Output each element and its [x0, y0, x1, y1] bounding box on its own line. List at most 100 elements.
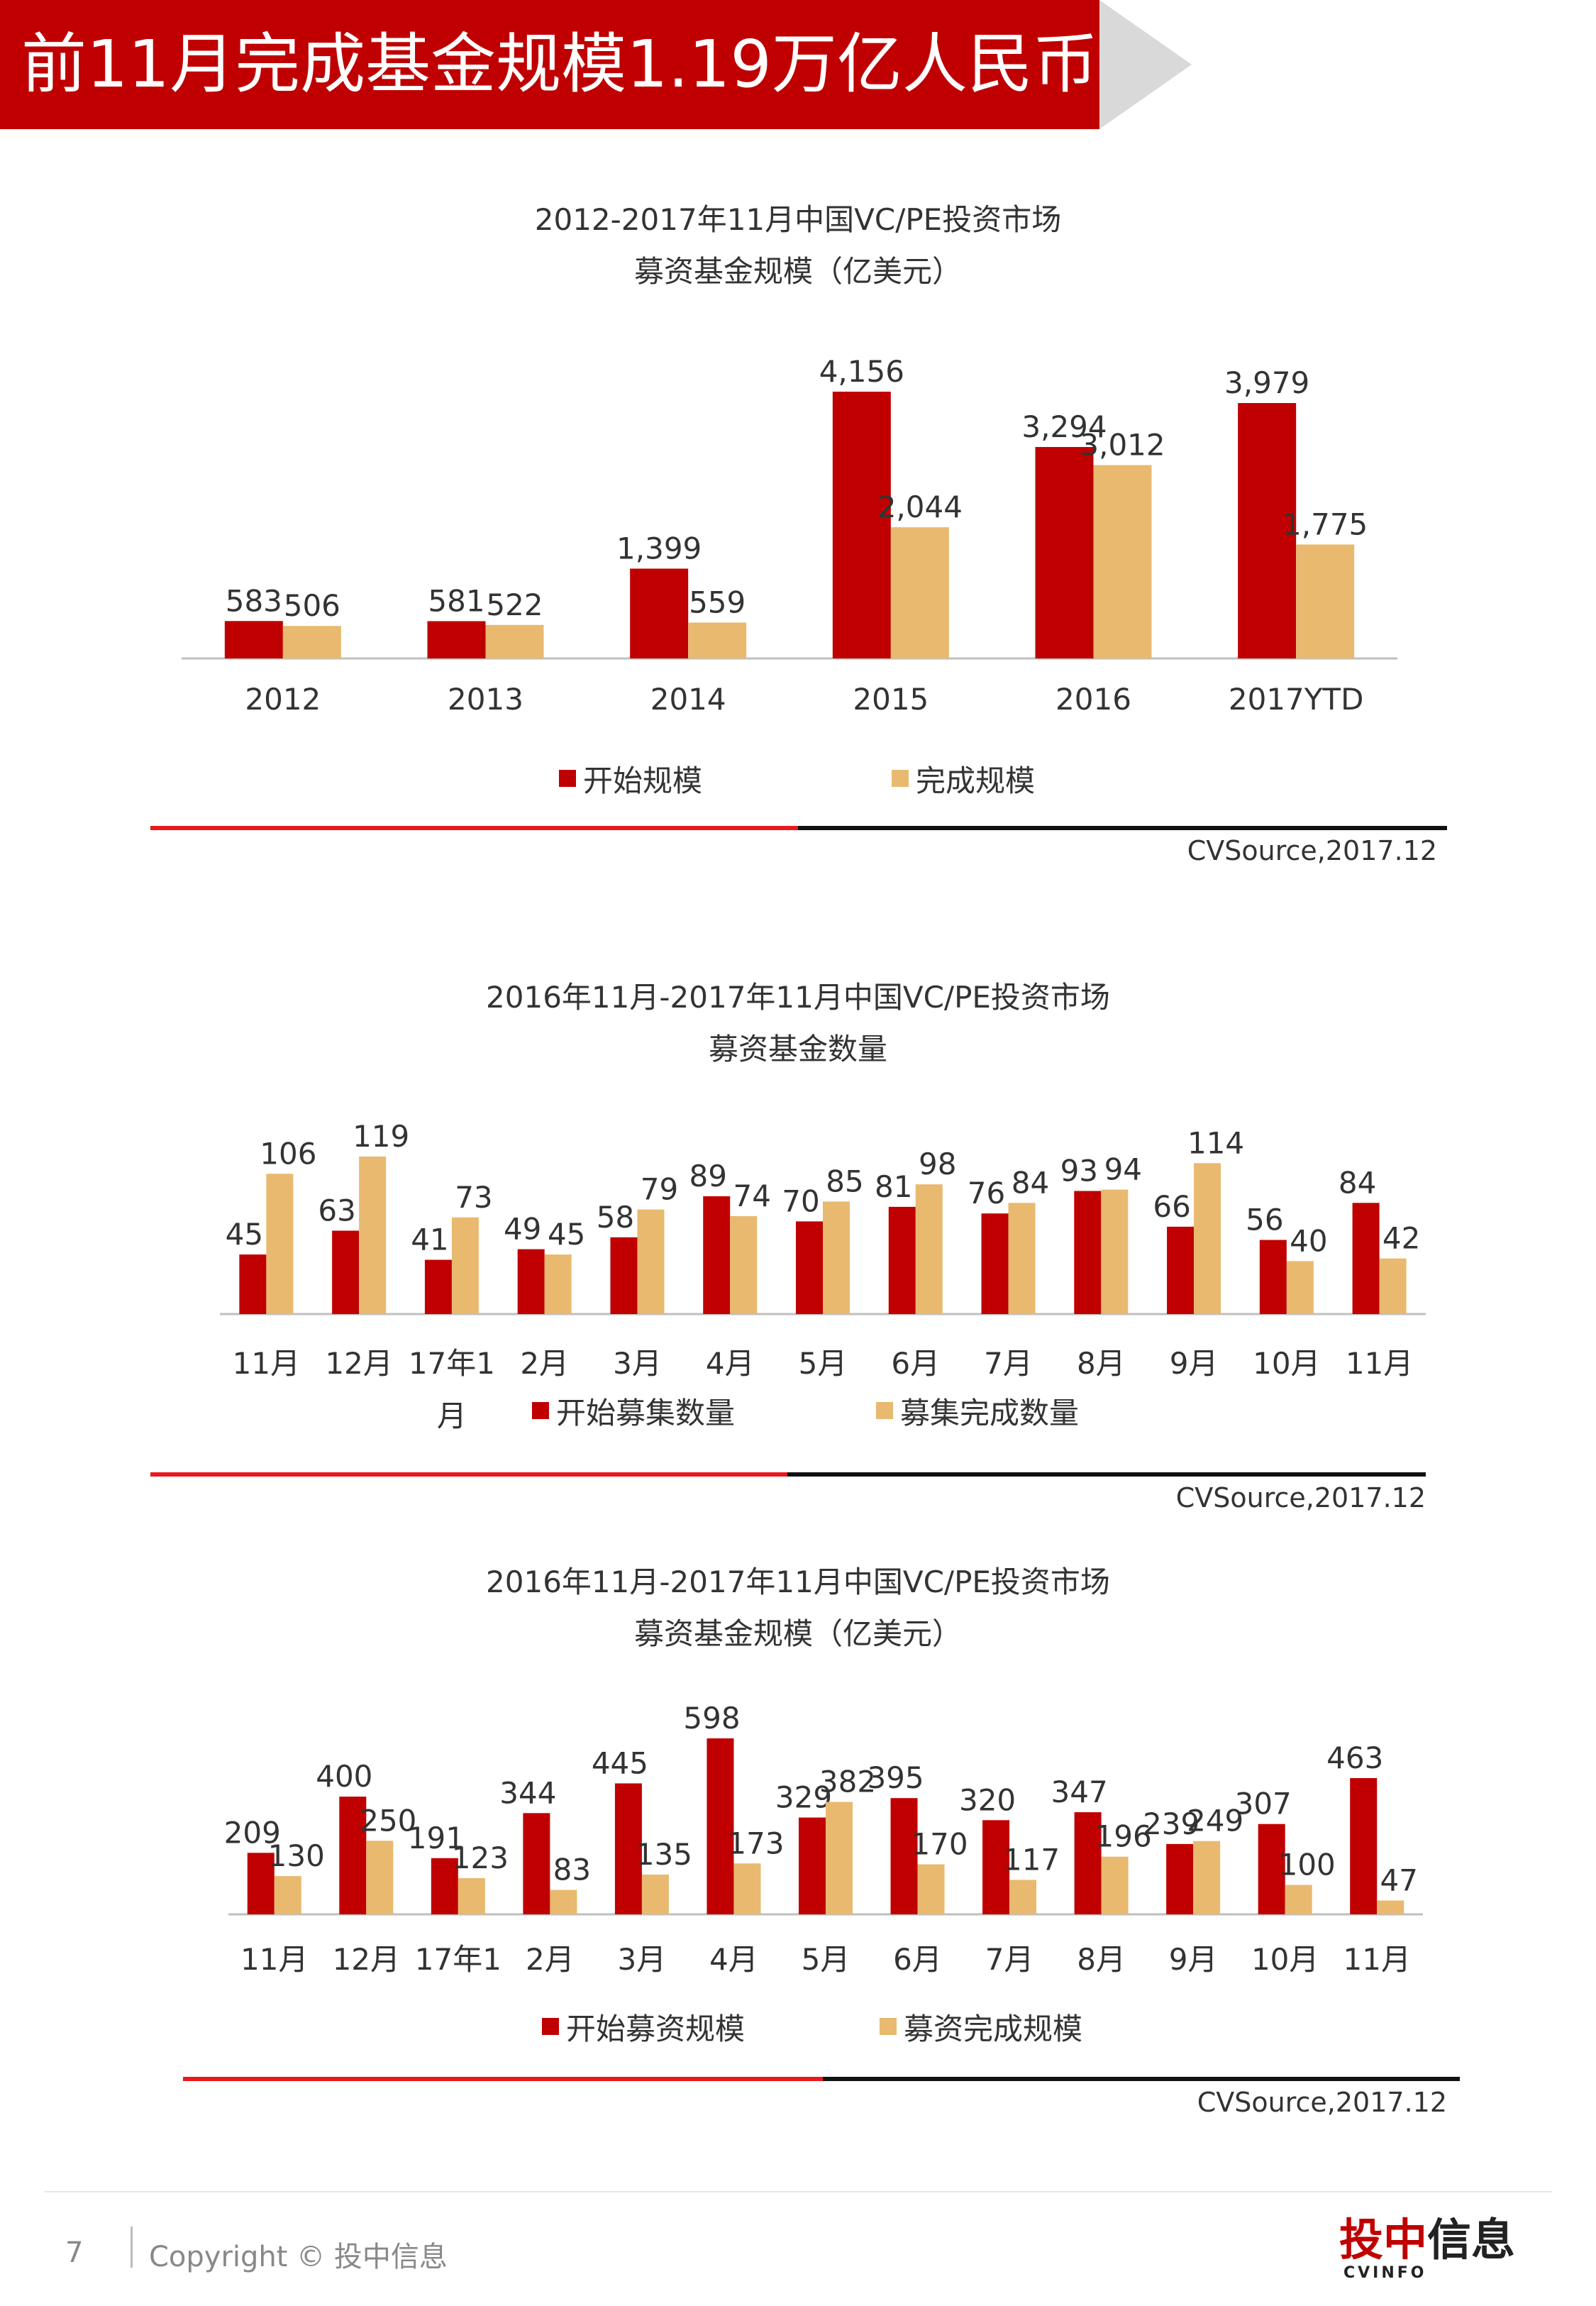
bar-series1: [332, 1230, 360, 1314]
bar-series1: [706, 1738, 734, 1914]
logo-subtext: CVINFO: [1343, 2264, 1427, 2282]
bar-series2: [733, 1863, 761, 1914]
legend-label: 开始募集数量: [556, 1396, 735, 1430]
category-label: 7月: [985, 1942, 1034, 1977]
data-label: 135: [636, 1837, 692, 1872]
data-label: 49: [504, 1212, 541, 1247]
data-label: 1,775: [1282, 507, 1368, 541]
bar-series2: [485, 624, 544, 658]
data-label: 56: [1246, 1203, 1283, 1237]
data-label: 4,156: [819, 354, 904, 389]
bar-series2: [1008, 1203, 1036, 1314]
bar-series1: [1258, 1824, 1285, 1914]
bar-series2: [451, 1217, 479, 1314]
bar-series2: [1101, 1856, 1129, 1914]
category-label: 2012: [245, 682, 321, 717]
bar-series2: [544, 1254, 572, 1314]
banner-arrow-icon: [1099, 0, 1192, 129]
bar-series1: [1259, 1240, 1287, 1314]
bar-series2: [1194, 1163, 1221, 1314]
bar-series2: [1009, 1880, 1037, 1914]
category-label: 7月: [984, 1346, 1033, 1381]
legend-swatch: [559, 770, 576, 787]
data-label: 3,979: [1224, 365, 1309, 400]
data-label: 119: [353, 1119, 409, 1154]
bar-series2: [641, 1875, 669, 1914]
legend-label: 完成规模: [916, 763, 1035, 798]
category-label: 2月: [526, 1942, 575, 1977]
category-label: 11月: [233, 1346, 300, 1381]
legend-swatch: [880, 2018, 897, 2035]
source-label: CVSource,2017.12: [1176, 1482, 1426, 1513]
category-label: 11月: [1346, 1346, 1413, 1381]
data-label: 114: [1187, 1125, 1244, 1160]
chart1-svg: 583 506 2012 581 522 2013 1,399 559 2014 4,156 2,0…: [150, 354, 1447, 866]
page-number: 7: [65, 2236, 84, 2269]
data-label: 506: [284, 588, 340, 623]
bar-series1: [890, 1798, 918, 1914]
data-label: 581: [428, 583, 484, 618]
data-label: 47: [1380, 1863, 1418, 1898]
legend-label: 募资完成规模: [904, 2012, 1082, 2046]
data-label: 382: [819, 1765, 876, 1799]
source-label: CVSource,2017.12: [1197, 2087, 1447, 2118]
data-label: 94: [1104, 1152, 1142, 1187]
bar-series1: [1167, 1226, 1195, 1314]
source-label: CVSource,2017.12: [1187, 835, 1437, 866]
footer-separator: [131, 2227, 133, 2268]
category-label: 5月: [802, 1942, 850, 1977]
chart3-title-line2: 募资基金规模（亿美元）: [633, 1616, 962, 1651]
data-label: 344: [499, 1775, 556, 1810]
bar-series2: [1193, 1841, 1221, 1914]
data-label: 239: [1143, 1806, 1199, 1841]
data-label: 76: [968, 1176, 1005, 1210]
data-label: 70: [782, 1184, 819, 1218]
legend-swatch: [532, 1402, 549, 1419]
chart1-title-line1: 2012-2017年11月中国VC/PE投资市场: [534, 202, 1062, 237]
bar-series1: [1352, 1203, 1380, 1314]
data-label: 41: [411, 1223, 448, 1257]
category-label: 9月: [1170, 1346, 1219, 1381]
chart2-title-line2: 募资基金数量: [708, 1032, 887, 1066]
data-label: 463: [1326, 1740, 1383, 1775]
category-label: 10月: [1253, 1346, 1320, 1381]
data-label: 196: [1095, 1819, 1152, 1854]
data-label: 84: [1012, 1165, 1049, 1200]
data-label: 3,294: [1021, 409, 1107, 444]
data-label: 66: [1153, 1189, 1190, 1224]
category-label: 4月: [706, 1346, 755, 1381]
bar-series2: [458, 1877, 485, 1914]
category-label: 2月: [520, 1346, 569, 1381]
data-label: 347: [1051, 1775, 1108, 1809]
data-label: 63: [318, 1193, 355, 1228]
bar-series1: [1074, 1812, 1102, 1914]
data-label: 2,044: [877, 490, 963, 524]
bar-series1: [224, 621, 283, 658]
data-label: 307: [1235, 1787, 1292, 1821]
data-label: 123: [452, 1841, 509, 1875]
bar-series1: [888, 1206, 916, 1314]
data-label: 170: [911, 1826, 968, 1861]
bar-series1: [1166, 1843, 1194, 1914]
data-label: 1,399: [616, 531, 702, 566]
bar-series2: [1286, 1261, 1314, 1314]
bar-series1: [431, 1858, 458, 1914]
bar-series2: [282, 626, 341, 658]
legend-label: 开始规模: [583, 763, 702, 798]
category-label: 3月: [613, 1346, 662, 1381]
bar-series2: [823, 1201, 850, 1314]
data-label: 85: [826, 1164, 863, 1198]
data-label: 598: [683, 1701, 740, 1736]
bar-series2: [826, 1802, 853, 1914]
cvinfo-logo: 投中信息 CVINFO: [1339, 2215, 1545, 2286]
data-label: 45: [548, 1217, 585, 1252]
bar-series1: [1238, 403, 1297, 658]
data-label: 3,012: [1080, 427, 1165, 462]
category-label-wrap: 月: [437, 1399, 467, 1433]
data-label: 40: [1290, 1223, 1327, 1258]
category-label: 2014: [650, 682, 726, 717]
data-label: 117: [1003, 1842, 1060, 1877]
data-label: 583: [226, 583, 282, 618]
bar-series2: [688, 622, 747, 658]
data-label: 559: [689, 585, 746, 619]
